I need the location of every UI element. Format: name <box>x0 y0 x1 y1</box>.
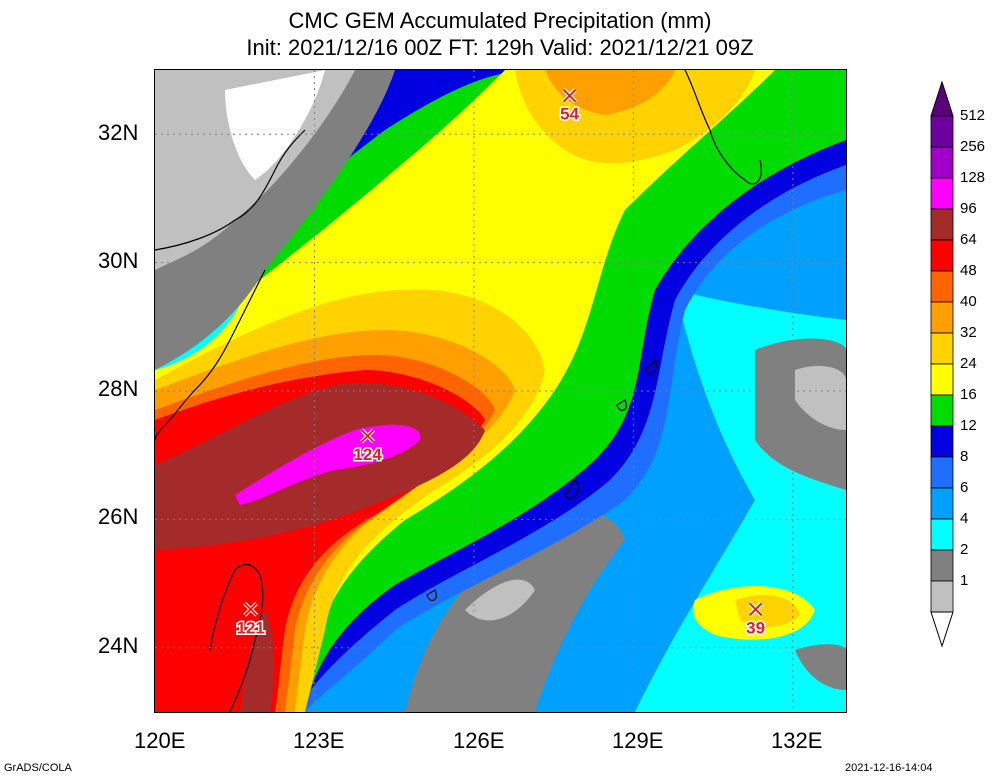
maximum-marker: 121 <box>235 601 266 639</box>
colorbar-level-label: 64 <box>960 231 977 248</box>
maximum-value-label: 124 <box>353 445 382 464</box>
colorbar-bottom-arrow <box>930 611 954 648</box>
colorbar-level-label: 40 <box>960 293 977 310</box>
x-tick-129E: 129E <box>612 728 664 753</box>
colorbar-swatch <box>930 580 954 613</box>
marker-cross <box>243 602 258 616</box>
colorbar-level-label: 6 <box>960 479 969 496</box>
chart-subtitle: Init: 2021/12/16 00Z FT: 129h Valid: 202… <box>246 35 754 60</box>
colorbar-level-label: 32 <box>960 324 977 341</box>
colorbar-level-label: 1 <box>960 572 969 589</box>
y-tick-32N: 32N <box>98 120 139 145</box>
y-tick-24N: 24N <box>98 633 139 658</box>
y-tick-26N: 26N <box>98 504 139 529</box>
colorbar-level-label: 4 <box>960 510 969 527</box>
map-canvas: 54 124 121 39 <box>155 70 846 712</box>
colorbar <box>930 80 954 648</box>
maximum-value-label: 121 <box>236 618 264 637</box>
taiwan-brown-core <box>240 610 275 712</box>
marker-cross <box>360 429 375 443</box>
colorbar-level-label: 128 <box>960 169 986 186</box>
colorbar-swatch <box>930 115 954 148</box>
colorbar-swatch <box>930 208 954 241</box>
coastlines <box>155 70 762 712</box>
colorbar-level-label: 256 <box>960 138 986 155</box>
footer-credit: GrADS/COLA <box>4 762 72 774</box>
kyushu-coastline <box>684 70 762 185</box>
colorbar-swatch <box>930 549 954 582</box>
colorbar-swatch <box>930 363 954 396</box>
colorbar-swatch <box>930 239 954 272</box>
colorbar-swatch <box>930 146 954 179</box>
footer-timestamp: 2021-12-16-14:04 <box>845 762 933 774</box>
colorbar-level-label: 96 <box>960 200 977 217</box>
x-tick-123E: 123E <box>293 728 345 753</box>
colorbar-level-label: 16 <box>960 386 977 403</box>
colorbar-swatch <box>930 518 954 551</box>
y-tick-28N: 28N <box>98 376 139 401</box>
south-lightgray-area <box>465 579 535 621</box>
maximum-value-label: 39 <box>746 618 765 637</box>
magenta-128-core <box>235 424 421 505</box>
graticule <box>155 70 846 712</box>
southeast-lightgray-area <box>795 365 846 430</box>
chart-title: CMC GEM Accumulated Precipitation (mm) <box>288 8 712 33</box>
colorbar-swatch <box>930 394 954 427</box>
maximum-marker: 54 <box>559 88 581 125</box>
colorbar-level-label: 8 <box>960 448 969 465</box>
colorbar-swatch <box>930 332 954 365</box>
northwest-white <box>225 70 325 180</box>
china-coastline <box>155 129 306 441</box>
maxima-markers: 54 124 121 39 <box>235 88 767 639</box>
ryukyu-islands <box>426 358 657 602</box>
colorbar-swatch <box>930 425 954 458</box>
colorbar-swatch <box>930 487 954 520</box>
marker-cross <box>748 602 763 616</box>
southeast-dark-gray <box>795 644 846 690</box>
y-tick-30N: 30N <box>98 248 139 273</box>
precipitation-map: 54 124 121 39 <box>154 69 847 713</box>
x-tick-126E: 126E <box>453 728 505 753</box>
maximum-marker: 124 <box>352 428 384 465</box>
colorbar-level-label: 512 <box>960 107 986 124</box>
colorbar-swatch <box>930 177 954 210</box>
colorbar-level-label: 12 <box>960 417 977 434</box>
colorbar-level-label: 24 <box>960 355 977 372</box>
colorbar-swatch <box>930 456 954 489</box>
x-tick-120E: 120E <box>134 728 186 753</box>
colorbar-level-label: 2 <box>960 541 969 558</box>
x-tick-132E: 132E <box>771 728 823 753</box>
colorbar-level-label: 48 <box>960 262 977 279</box>
south-gray-area <box>405 511 625 712</box>
maximum-marker: 39 <box>745 601 767 639</box>
marker-cross <box>562 88 577 103</box>
north-orange-band <box>545 70 675 115</box>
colorbar-swatch <box>930 270 954 303</box>
taiwan-coastline <box>209 563 264 712</box>
colorbar-top-arrow <box>930 80 954 117</box>
maximum-value-label: 54 <box>560 105 579 124</box>
colorbar-swatch <box>930 301 954 334</box>
